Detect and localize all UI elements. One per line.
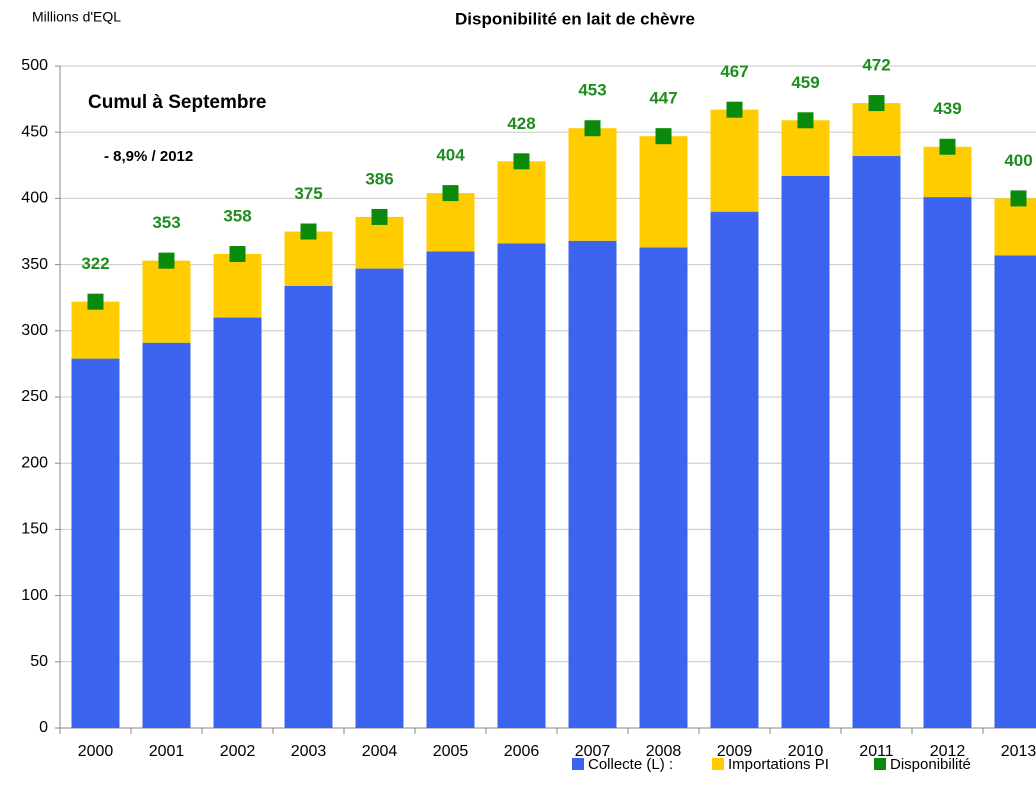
bar-segment [852,103,901,157]
data-label: 447 [649,89,677,108]
y-tick-label: 100 [21,587,48,604]
bar-segment [142,260,191,343]
legend-swatch [572,758,584,770]
bar-segment [923,197,972,729]
marker [868,95,885,112]
legend-swatch [874,758,886,770]
marker [797,112,814,129]
bar-segment [71,358,120,728]
data-label: 322 [81,254,109,273]
marker [726,101,743,118]
marker [513,153,530,170]
bar-segment [781,175,830,729]
data-label: 386 [365,169,393,188]
bar-segment [284,231,333,286]
bar-segment [710,211,759,728]
bar-segment [213,254,262,318]
x-tick-label: 2010 [788,743,824,760]
bar-segment [213,317,262,728]
marker [229,246,246,263]
data-label: 375 [294,184,322,203]
bar-segment [994,255,1036,728]
bar-segment [426,251,475,729]
x-tick-label: 2011 [859,743,894,760]
bar-segment [355,268,404,728]
legend-label: Disponibilité [890,756,971,773]
marker [300,223,317,240]
marker [939,138,956,155]
x-tick-label: 2009 [717,743,753,760]
bar-segment [568,240,617,728]
bar-segment [568,128,617,241]
x-tick-label: 2001 [149,743,185,760]
legend-label: Importations PI [728,756,829,773]
legend-label: Collecte (L) : [588,756,673,773]
x-tick-label: 2000 [78,743,114,760]
annotation: - 8,9% / 2012 [104,148,193,165]
marker [442,185,459,202]
data-label: 467 [720,62,748,81]
data-label: 472 [862,56,890,75]
x-tick-label: 2012 [930,743,966,760]
bar-segment [852,156,901,729]
marker [584,120,601,137]
bar-segment [639,247,688,728]
bar-segment [497,161,546,244]
bar-segment [923,146,972,198]
y-tick-label: 150 [21,521,48,538]
y-tick-label: 50 [30,653,48,670]
marker [371,208,388,225]
y-tick-label: 350 [21,256,48,273]
data-label: 453 [578,81,606,100]
marker [158,252,175,269]
y-tick-label: 450 [21,123,48,140]
y-tick-label: 200 [21,454,48,471]
x-tick-label: 2005 [433,743,469,760]
marker [87,293,104,310]
x-tick-label: 2006 [504,743,540,760]
x-tick-label: 2004 [362,743,398,760]
bar-segment [284,285,333,728]
y-tick-label: 400 [21,190,48,207]
bar-segment [994,198,1036,256]
x-tick-label: 2008 [646,743,682,760]
x-tick-label: 2013 [1001,743,1036,760]
bar-segment [710,109,759,212]
y-tick-label: 300 [21,322,48,339]
y-tick-label: 250 [21,388,48,405]
x-tick-label: 2003 [291,743,327,760]
x-tick-label: 2007 [575,743,611,760]
data-label: 404 [436,146,465,165]
bar-segment [497,243,546,728]
data-label: 439 [933,99,961,118]
bar-segment [426,193,475,252]
legend-swatch [712,758,724,770]
bar-segment [781,120,830,176]
x-tick-label: 2002 [220,743,256,760]
marker [1010,190,1027,207]
data-label: 459 [791,73,819,92]
data-label: 400 [1004,151,1032,170]
bar-segment [142,342,191,728]
data-label: 428 [507,114,535,133]
y-axis-label: Millions d'EQL [32,9,121,25]
annotation: Cumul à Septembre [88,92,266,113]
bar-segment [639,136,688,248]
y-tick-label: 0 [39,719,48,736]
bar-segment [355,216,404,269]
chart-title: Disponibilité en lait de chèvre [455,9,695,28]
y-tick-label: 500 [21,57,48,74]
data-label: 358 [223,206,251,225]
data-label: 353 [152,213,180,232]
marker [655,128,672,145]
bar-segment [71,301,120,359]
